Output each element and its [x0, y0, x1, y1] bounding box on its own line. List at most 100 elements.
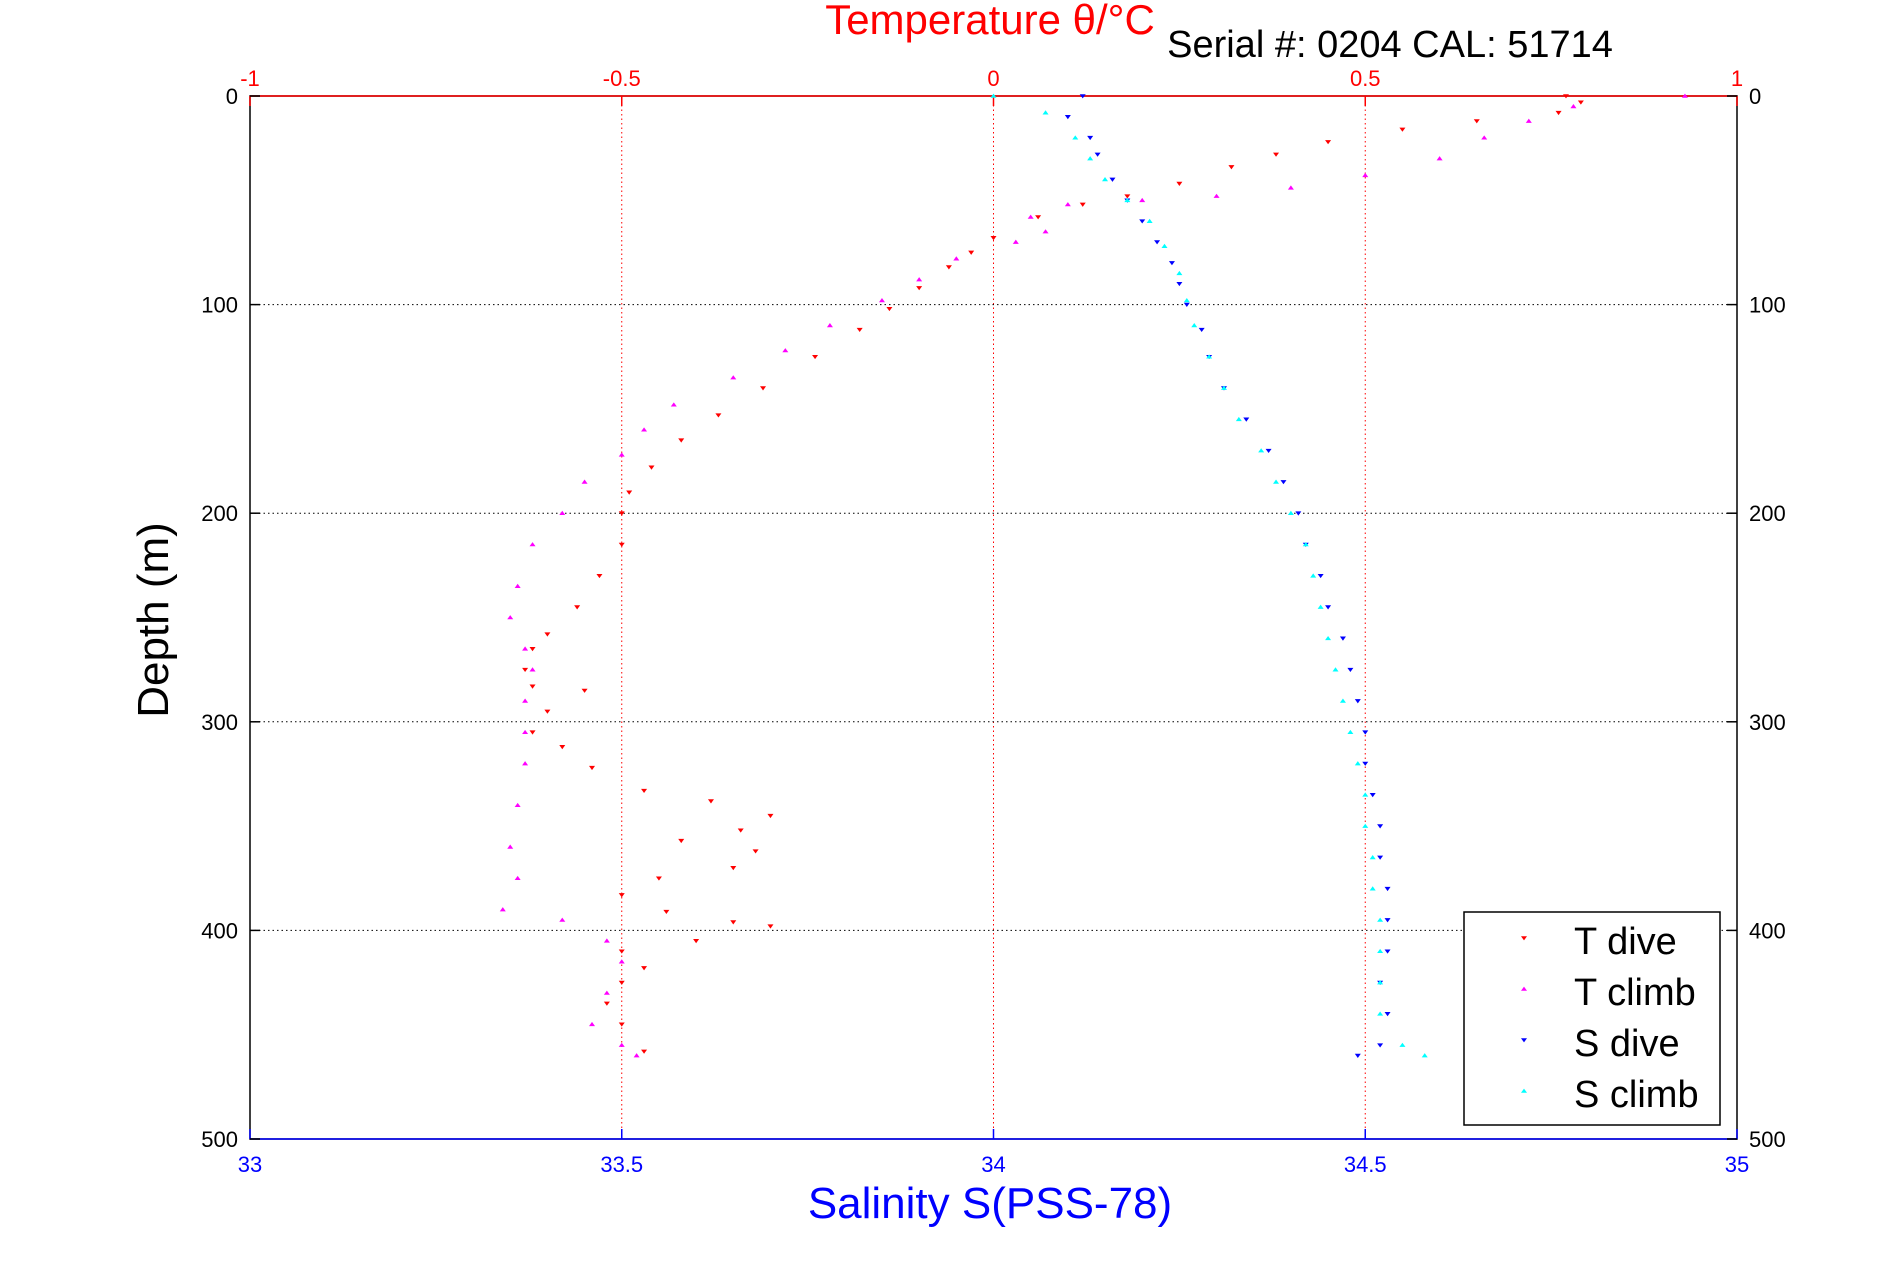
t-dive-point [678, 838, 685, 844]
t-dive-point [618, 542, 625, 547]
t-dive-point [529, 646, 536, 652]
t-climb-point [670, 402, 677, 407]
t-climb-point [522, 698, 529, 703]
s-climb-point [1421, 1053, 1428, 1058]
top-tick-label: -0.5 [603, 66, 641, 91]
t-climb-point [514, 802, 521, 808]
t-climb-point [1213, 193, 1220, 198]
t-dive-point [581, 688, 588, 693]
chart-title: Temperature θ/°C [825, 0, 1155, 43]
left-tick-label: 100 [201, 293, 238, 318]
s-dive-point [1183, 302, 1190, 307]
s-climb-point [1191, 323, 1198, 328]
left-tick-label: 500 [201, 1127, 238, 1152]
chart-subtitle: Serial #: 0204 CAL: 51714 [1167, 24, 1613, 66]
legend-marker [1521, 936, 1527, 941]
t-climb-point [953, 256, 960, 261]
t-climb-point [633, 1053, 640, 1058]
s-dive-point [1384, 886, 1391, 892]
grid-lines [250, 96, 1737, 1139]
t-dive-point [618, 1022, 625, 1027]
legend-marker [1521, 986, 1527, 991]
s-climb-point [1332, 667, 1339, 672]
legend-label: T dive [1574, 921, 1677, 963]
t-climb-point [1042, 229, 1049, 234]
s-dive-point [1377, 1043, 1384, 1048]
t-dive-point [1228, 165, 1235, 170]
t-climb-point [916, 277, 923, 282]
s-dive-point [1317, 573, 1324, 579]
s-climb-point [1146, 218, 1153, 223]
t-climb-point [1681, 93, 1688, 98]
t-climb-point [641, 427, 648, 432]
t-dive-point [648, 465, 655, 470]
bottom-tick-label: 33.5 [600, 1152, 643, 1177]
t-dive-point [1473, 119, 1480, 124]
t-dive-point [1035, 215, 1042, 220]
t-climb-point [581, 479, 588, 484]
t-climb-point [559, 917, 566, 922]
s-dive-point [1094, 152, 1101, 157]
s-dive-point [1139, 219, 1146, 224]
t-dive-point [767, 813, 774, 819]
s-dive-point [1198, 327, 1205, 333]
t-dive-point [730, 920, 737, 925]
t-dive-point [596, 573, 603, 579]
t-dive-point [641, 966, 648, 971]
t-climb-point [618, 1042, 625, 1047]
t-climb-point [782, 348, 789, 353]
s-climb-point [1317, 604, 1324, 609]
t-dive-point [655, 876, 662, 881]
t-dive-point [812, 354, 819, 360]
t-dive-point [603, 1001, 610, 1006]
s-climb-point [1377, 948, 1384, 954]
right-tick-label: 300 [1749, 710, 1786, 735]
t-dive-point [1399, 127, 1406, 132]
t-climb-point [514, 875, 521, 881]
s-climb-point [1124, 197, 1131, 203]
t-dive-point [1325, 140, 1332, 145]
s-climb-point [1339, 698, 1346, 703]
right-tick-label: 0 [1749, 84, 1761, 109]
t-dive-point [663, 909, 670, 915]
t-climb-point [826, 323, 833, 328]
left-tick-label: 300 [201, 710, 238, 735]
s-climb-point [1183, 298, 1190, 303]
top-tick-label: 0.5 [1350, 66, 1381, 91]
t-dive-point [968, 250, 975, 255]
s-dive-point [1109, 177, 1116, 182]
t-climb-point [878, 298, 885, 303]
bottom-tick-label: 35 [1725, 1152, 1749, 1177]
t-dive-point [916, 286, 923, 291]
s-climb-point [1377, 980, 1384, 985]
s-dive-point [1176, 281, 1183, 287]
s-climb-point [1362, 792, 1369, 797]
bottom-tick-label: 34 [981, 1152, 1005, 1177]
s-climb-point [1377, 1011, 1384, 1016]
s-dive-point [1325, 605, 1332, 610]
s-dive-point [1377, 855, 1384, 860]
s-dive-point [1280, 480, 1287, 485]
s-climb-point [1377, 917, 1384, 922]
t-dive-point [544, 709, 551, 714]
s-dive-point [1339, 636, 1346, 641]
t-climb-point [507, 844, 514, 849]
t-dive-point [618, 893, 625, 898]
t-dive-point [618, 949, 625, 954]
s-climb-point [1273, 479, 1280, 484]
t-dive-point [1577, 100, 1584, 105]
t-dive-point [886, 306, 893, 312]
t-dive-point [707, 799, 714, 804]
s-dive-point [1384, 918, 1391, 923]
s-dive-point [1362, 761, 1369, 766]
s-dive-point [1362, 730, 1369, 735]
t-dive-point [1124, 194, 1131, 199]
s-climb-point [1258, 448, 1265, 453]
t-dive-point [760, 386, 767, 391]
y-axis-label: Depth (m) [129, 522, 178, 718]
t-dive-point [544, 632, 551, 637]
t-dive-point [589, 765, 596, 771]
t-climb-point [1012, 239, 1019, 244]
legend-marker [1521, 1038, 1527, 1043]
